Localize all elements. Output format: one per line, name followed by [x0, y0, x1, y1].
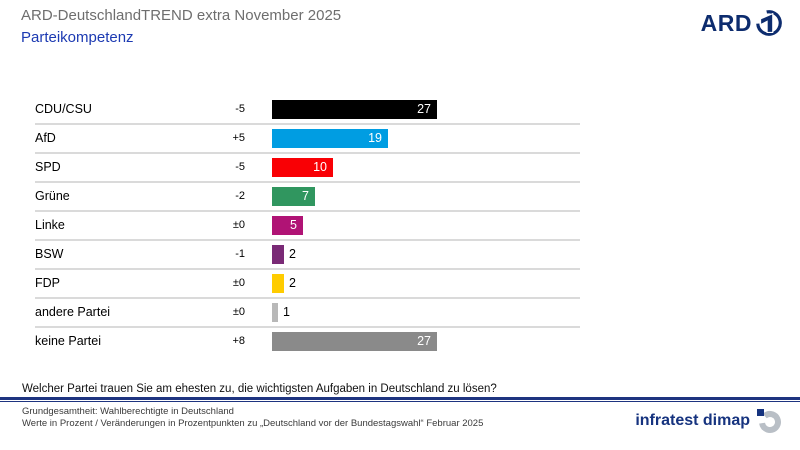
bar: [272, 332, 437, 351]
ard-one-circle-icon: [754, 8, 784, 38]
bar: [272, 216, 303, 235]
bar: [272, 129, 388, 148]
survey-question: Welcher Partei trauen Sie am ehesten zu,…: [22, 383, 497, 395]
footnote: Grundgesamtheit: Wahlberechtigte in Deut…: [22, 406, 483, 430]
bar-area: 19: [272, 129, 580, 148]
party-label: AfD: [35, 131, 56, 145]
bar-value: 7: [302, 189, 309, 203]
bar-area: 27: [272, 100, 580, 119]
ard-logo-text: ARD: [700, 9, 752, 36]
bar-value: 1: [283, 305, 290, 319]
bar-area: 5: [272, 216, 580, 235]
bar-row: andere Partei ±0 1: [35, 299, 580, 328]
bar-value: 27: [417, 334, 431, 348]
change-value: -1: [235, 248, 245, 260]
party-label: BSW: [35, 247, 64, 261]
change-value: +5: [232, 132, 245, 144]
party-label: SPD: [35, 160, 61, 174]
change-value: -2: [235, 190, 245, 202]
change-value: ±0: [232, 277, 245, 289]
bar-row: Grüne -2 7: [35, 183, 580, 212]
bar-value: 2: [289, 276, 296, 290]
bar-value: 27: [417, 102, 431, 116]
bar-value: 2: [289, 247, 296, 261]
party-label: Grüne: [35, 189, 70, 203]
bar-row: AfD +5 19: [35, 125, 580, 154]
infratest-dimap-logo: infratest dimap: [635, 408, 782, 434]
change-value: ±0: [232, 306, 245, 318]
party-label: keine Partei: [35, 334, 102, 348]
change-value: +8: [232, 335, 245, 347]
footnote-line2: Werte in Prozent / Veränderungen in Proz…: [22, 418, 484, 429]
infratest-dimap-text: infratest dimap: [635, 412, 750, 429]
change-value: -5: [235, 103, 245, 115]
bar-value: 10: [313, 160, 327, 174]
bar-chart: CDU/CSU -5 27 AfD +5 19 SPD -5 10: [35, 96, 580, 357]
bar: [272, 100, 437, 119]
footnote-line1: Grundgesamtheit: Wahlberechtigte in Deut…: [22, 406, 234, 417]
bar-value: 19: [368, 131, 382, 145]
bar-row: Linke ±0 5: [35, 212, 580, 241]
bar-row: FDP ±0 2: [35, 270, 580, 299]
divider-rule-thin: [0, 401, 800, 402]
bar: [272, 158, 333, 177]
party-label: CDU/CSU: [35, 102, 92, 116]
party-label: andere Partei: [35, 305, 111, 319]
ard-logo: ARD: [701, 8, 784, 38]
bar-area: 27: [272, 332, 580, 351]
change-value: -5: [235, 161, 245, 173]
bar-row: CDU/CSU -5 27: [35, 96, 580, 125]
bar-row: BSW -1 2: [35, 241, 580, 270]
bar-area: 7: [272, 187, 580, 206]
chart-title: Parteikompetenz: [21, 29, 134, 46]
party-label: Linke: [35, 218, 65, 232]
bar-area: 10: [272, 158, 580, 177]
infratest-dimap-icon: [756, 408, 782, 434]
party-label: FDP: [35, 276, 60, 290]
bar-area: 2: [272, 274, 580, 293]
bar-area: 2: [272, 245, 580, 264]
bar-row: SPD -5 10: [35, 154, 580, 183]
page-title: ARD-DeutschlandTREND extra November 2025: [21, 7, 342, 24]
bar-value: 5: [290, 218, 297, 232]
divider-rule-thick: [0, 397, 800, 400]
bar-area: 1: [272, 303, 580, 322]
change-value: ±0: [232, 219, 245, 231]
bar: [272, 187, 315, 206]
bar: [272, 245, 284, 264]
bar-row: keine Partei +8 27: [35, 328, 580, 357]
bar: [272, 274, 284, 293]
bar: [272, 303, 278, 322]
